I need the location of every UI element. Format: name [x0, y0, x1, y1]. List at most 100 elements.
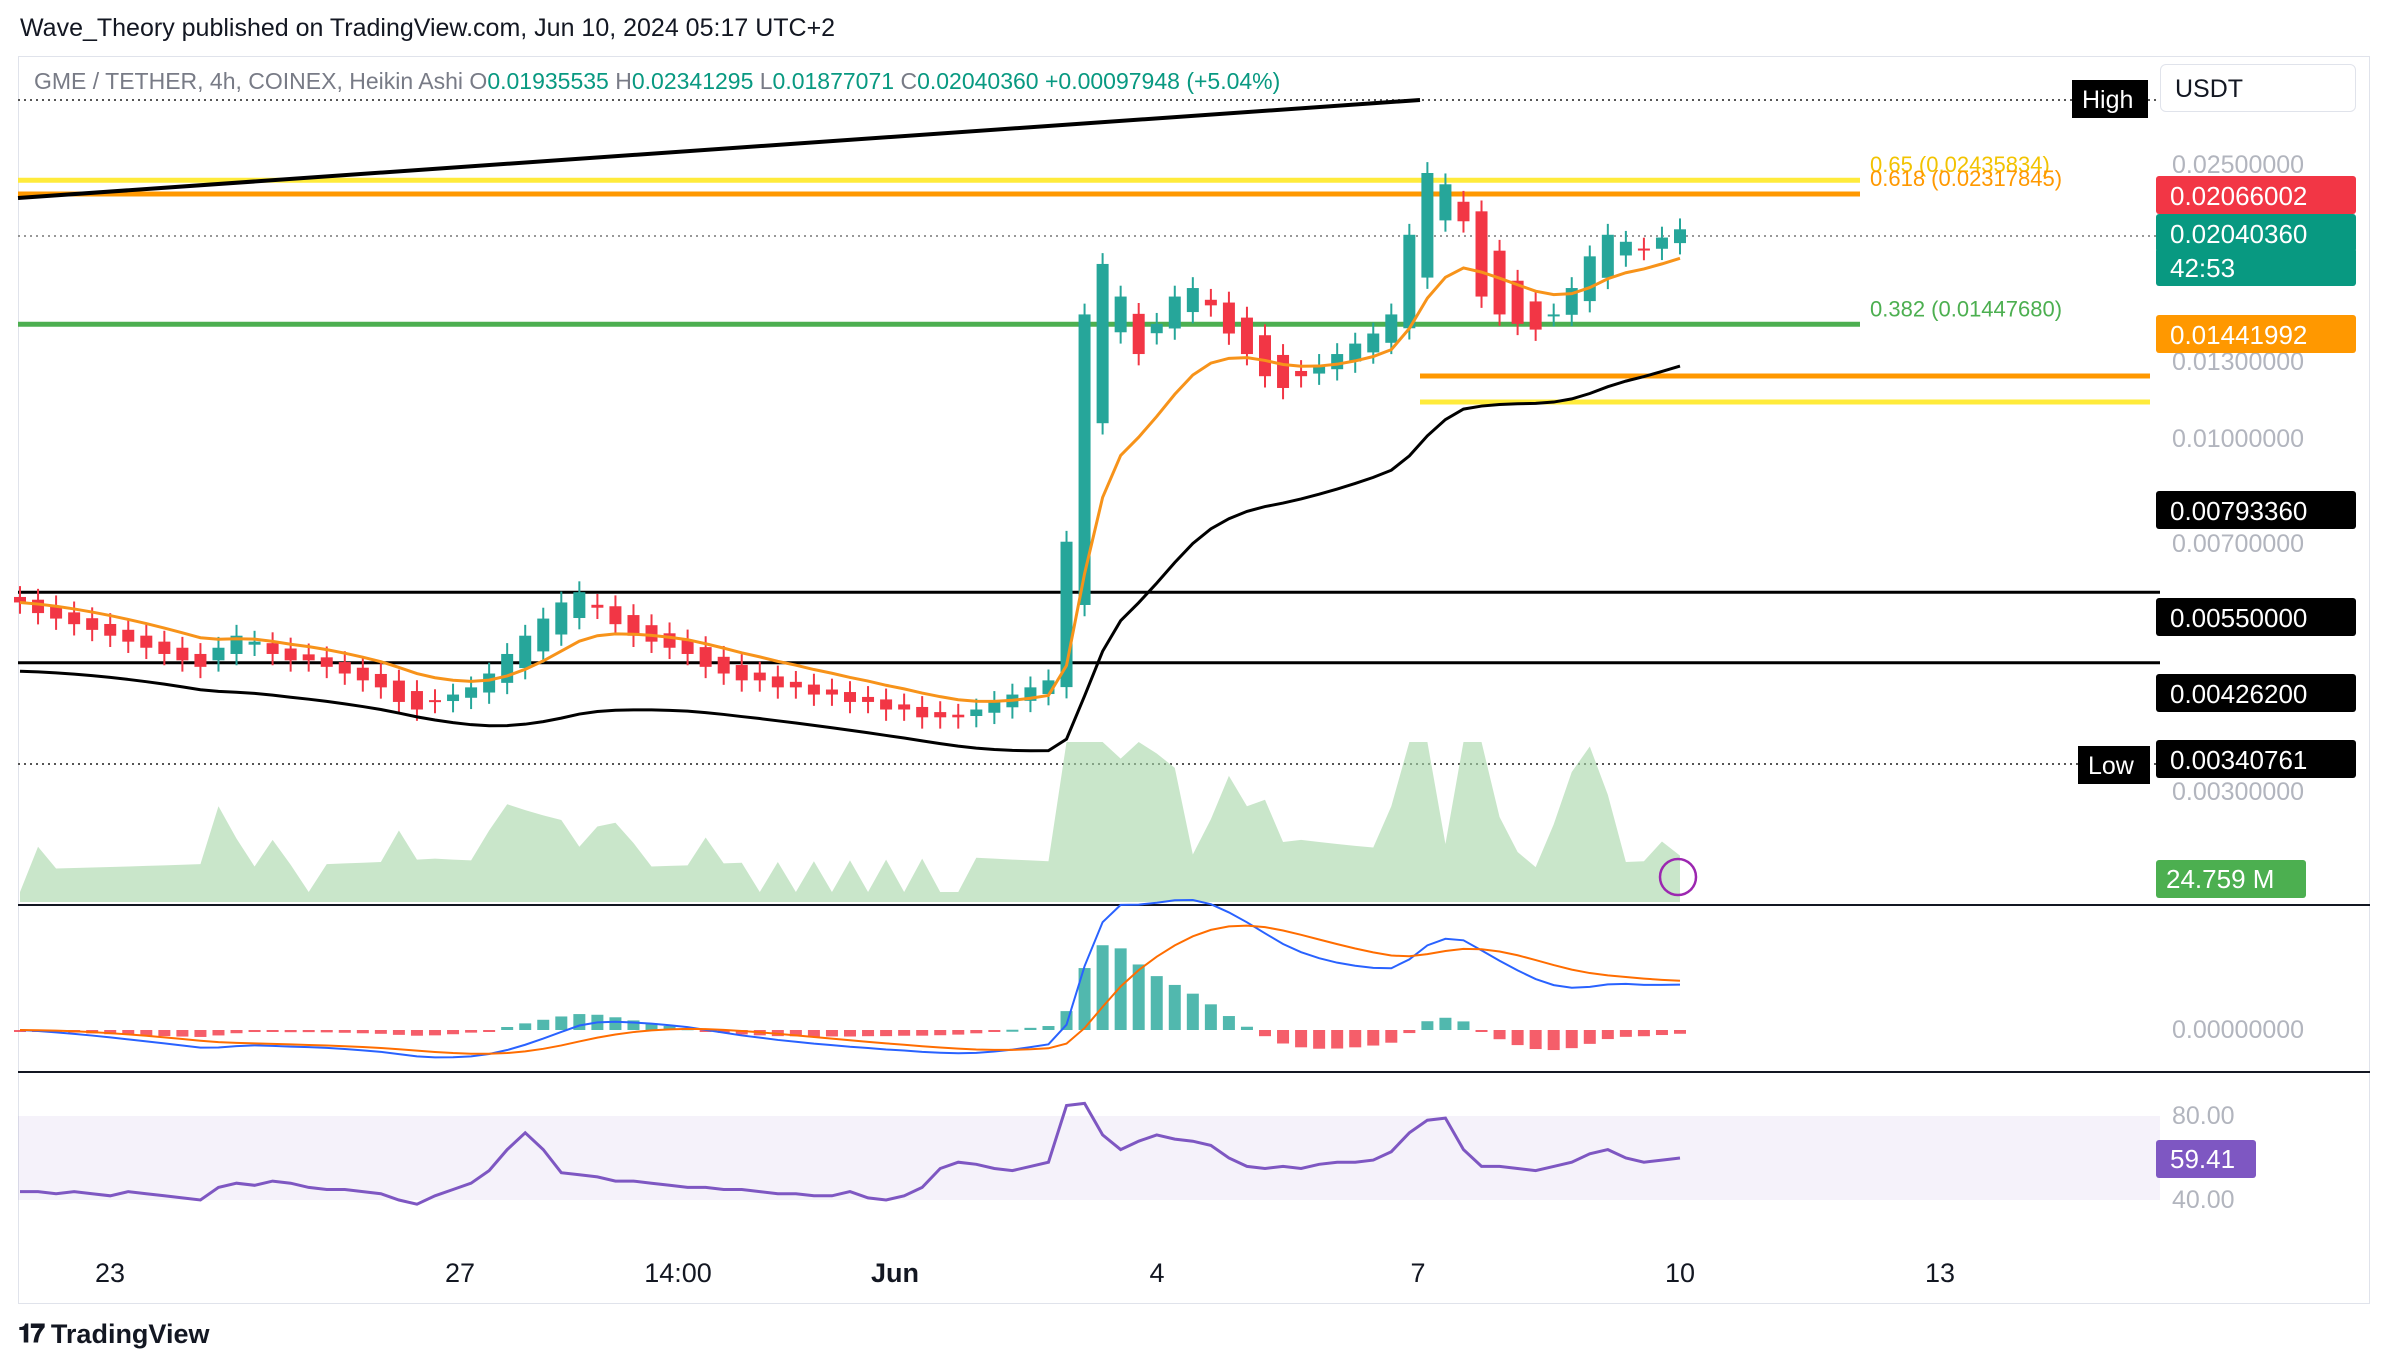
- pane-separators: [18, 99, 2370, 1073]
- macd-histogram-bar: [1204, 1004, 1217, 1030]
- candle-body: [1385, 314, 1398, 343]
- symbol-name[interactable]: GME / TETHER, 4h, COINEX, Heikin Ashi: [34, 68, 464, 94]
- rsi-line: [20, 1101, 1681, 1206]
- macd-histogram-bar: [140, 1030, 153, 1036]
- macd-histogram-bar: [1674, 1030, 1686, 1034]
- macd-histogram-bar: [410, 1030, 423, 1036]
- candle-body: [1277, 354, 1290, 388]
- candle-body: [1457, 201, 1470, 222]
- candle-body: [555, 602, 568, 635]
- candle-body: [410, 691, 423, 710]
- candle-body: [681, 640, 694, 654]
- price-label-text: 0.02040360: [2170, 219, 2307, 249]
- candle-body: [392, 680, 405, 702]
- currency-selector[interactable]: USDT: [2160, 64, 2356, 112]
- time-tick: 10: [1665, 1258, 1695, 1288]
- candle-body: [844, 692, 856, 702]
- volume-area: [20, 742, 1680, 902]
- macd-histogram-bar: [1132, 964, 1145, 1030]
- candle-body: [1511, 280, 1524, 324]
- ema-50-line: [19, 256, 1681, 703]
- candle-body: [1222, 302, 1235, 334]
- macd-histogram-bar: [825, 1030, 838, 1037]
- macd-histogram-bar: [1457, 1021, 1470, 1030]
- candle-body: [1367, 333, 1380, 353]
- volume-label-text: 24.759 M: [2166, 864, 2274, 894]
- open-label: O: [469, 68, 488, 94]
- change-value: +0.00097948 (+5.04%): [1044, 68, 1281, 94]
- macd-histogram-bar: [1277, 1030, 1290, 1044]
- candle-body: [1601, 234, 1614, 278]
- macd-histogram-bar: [1042, 1026, 1055, 1030]
- candle-body: [1313, 364, 1326, 374]
- macd-histogram-bar: [392, 1030, 405, 1035]
- close-label: C: [900, 68, 918, 94]
- low-tag: [2078, 746, 2150, 784]
- macd-histogram-bar: [176, 1030, 189, 1037]
- candle-body: [356, 667, 369, 681]
- candle-body: [1403, 234, 1416, 329]
- macd-histogram-bar: [320, 1030, 333, 1033]
- time-tick: 14:00: [644, 1258, 712, 1288]
- price-label-box: [2156, 740, 2356, 778]
- macd-histogram-bar: [1222, 1016, 1235, 1030]
- macd-histogram-bar: [1168, 984, 1181, 1030]
- footer-brand[interactable]: 𝟏𝟕 TradingView: [18, 1318, 209, 1350]
- time-tick: 27: [445, 1258, 475, 1288]
- price-label-box: [2156, 491, 2356, 529]
- macd-histogram-bar: [1529, 1030, 1542, 1050]
- candle-body: [338, 662, 351, 674]
- candle-body: [1421, 173, 1434, 278]
- macd-histogram-bar: [230, 1030, 243, 1034]
- candle-body: [194, 653, 207, 667]
- candle-body: [86, 618, 99, 630]
- macd-line: [19, 898, 1681, 1059]
- time-tick: 4: [1149, 1258, 1164, 1288]
- macd-histogram-bar: [1150, 976, 1163, 1030]
- candle-body: [825, 689, 838, 695]
- rsi-tick: 80.00: [2172, 1102, 2235, 1130]
- macd-histogram-bar: [1331, 1030, 1344, 1049]
- macd-histogram-bar: [537, 1019, 550, 1030]
- macd-histogram-bar: [555, 1016, 568, 1030]
- macd-histogram-bar: [717, 1030, 730, 1033]
- candle-body: [266, 643, 279, 654]
- publish-line: Wave_Theory published on TradingView.com…: [20, 14, 836, 42]
- macd-histogram-bar: [807, 1030, 820, 1037]
- candle-body: [609, 606, 622, 625]
- candle-body: [1349, 343, 1362, 362]
- candle-body: [519, 635, 532, 669]
- macd-histogram-bar: [663, 1025, 676, 1030]
- candle-body: [771, 676, 784, 688]
- macd-histogram-bar: [1601, 1030, 1614, 1040]
- macd-histogram-bar: [934, 1030, 947, 1036]
- macd-histogram-bar: [429, 1030, 441, 1036]
- candle-body: [1114, 296, 1127, 333]
- macd-histogram-bar: [1367, 1030, 1380, 1046]
- symbol-legend[interactable]: GME / TETHER, 4h, COINEX, Heikin Ashi O0…: [34, 68, 1280, 95]
- candle-body: [1529, 301, 1542, 330]
- macd-histogram-bar: [374, 1030, 387, 1034]
- candle-body: [1475, 211, 1488, 297]
- macd-histogram-bar: [1259, 1030, 1271, 1037]
- price-label-text: 0.00340761: [2170, 745, 2307, 775]
- price-label-text: 0.02066002: [2170, 181, 2307, 211]
- candle-body: [212, 647, 225, 661]
- candle-body: [717, 656, 730, 674]
- candle-body: [1619, 241, 1632, 256]
- price-tick: 0.01000000: [2172, 425, 2304, 453]
- candle-body: [880, 699, 893, 710]
- candle-body: [1168, 296, 1181, 329]
- ema-200-line: [19, 364, 1681, 753]
- macd-histogram-bar: [1475, 1030, 1488, 1032]
- high-tag-text: High: [2082, 86, 2133, 114]
- price-label-box: [2156, 674, 2356, 712]
- macd-histogram-bar: [501, 1027, 514, 1030]
- candle-body: [1583, 256, 1596, 302]
- moving-averages: [19, 256, 1681, 753]
- price-label-text: 42:53: [2170, 253, 2235, 283]
- macd-histogram-bar: [1096, 945, 1109, 1030]
- price-label-box: [2156, 248, 2356, 286]
- candle-body: [483, 673, 496, 693]
